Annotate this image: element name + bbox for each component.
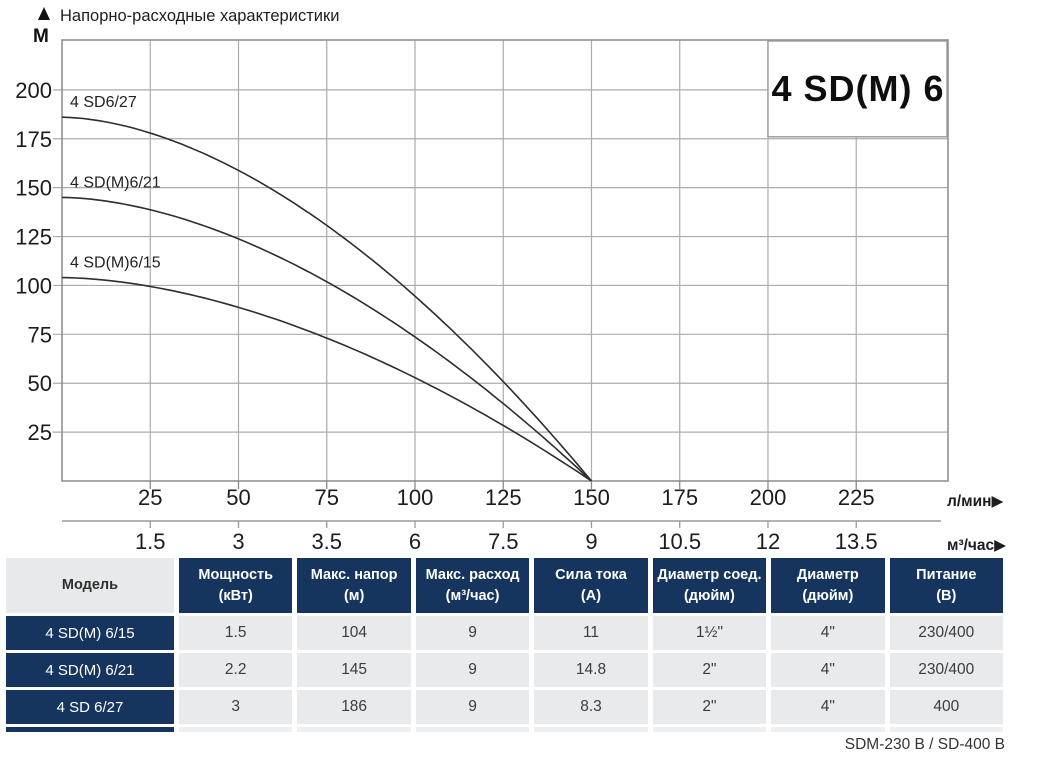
spec-cell: 9 bbox=[415, 653, 530, 687]
curve-4-sdm6-15 bbox=[61, 276, 592, 482]
column-header-label: Макс. напор bbox=[310, 567, 398, 584]
spec-cell: 9 bbox=[415, 616, 530, 650]
spec-cell: 14.8 bbox=[534, 653, 648, 687]
column-header-power: Мощность (кВт) bbox=[179, 558, 293, 613]
column-header-label: Сила тока bbox=[555, 567, 627, 584]
column-header-current: Сила тока (А) bbox=[534, 558, 648, 613]
spec-cell: 8.3 bbox=[534, 690, 648, 724]
x-axis2-tick-label: 3 bbox=[232, 529, 244, 554]
curve-4-sd6-27 bbox=[61, 116, 593, 482]
x-axis-tick-label: 200 bbox=[750, 485, 787, 510]
x-axis2-tick-label: 12 bbox=[756, 529, 780, 554]
column-header-diameter: Диаметр (дюйм) bbox=[771, 558, 885, 613]
table-row-partial-cell bbox=[534, 727, 648, 732]
column-header-unit: (м) bbox=[343, 587, 365, 604]
head-flow-chart: 200 175 150 125 100 75 50 25 4 SD(M) 6 4 SD6/27 4 … bbox=[15, 7, 1006, 554]
triangle-up-icon bbox=[38, 7, 50, 20]
x-axis2-tick-label: 3.5 bbox=[311, 529, 342, 554]
column-header-label: Макс. расход bbox=[425, 567, 520, 584]
spec-cell: 4" bbox=[771, 653, 885, 687]
column-header-unit: (В) bbox=[936, 587, 957, 604]
column-header-max-head: Макс. напор (м) bbox=[297, 558, 411, 613]
curve-4-sdm6-21 bbox=[61, 196, 593, 482]
column-header-label: Модель bbox=[61, 577, 119, 594]
x-axis-tick-label: 150 bbox=[573, 485, 610, 510]
spec-cell: 1½" bbox=[652, 616, 767, 650]
model-label-box bbox=[767, 40, 948, 138]
column-header-unit: (дюйм) bbox=[683, 587, 735, 604]
x-axis-unit-label: л/мин▶ bbox=[947, 493, 1004, 510]
y-axis-tick-label: 25 bbox=[28, 420, 52, 445]
column-header-max-flow: Макс. расход (м³/час) bbox=[415, 558, 530, 613]
voltage-note: SDM-230 В / SD-400 В bbox=[844, 736, 1005, 753]
x-axis2-unit-label: м³/час▶ bbox=[947, 537, 1006, 554]
x-axis2-tick-label: 7.5 bbox=[488, 529, 519, 554]
spec-cell: 186 bbox=[297, 690, 411, 724]
spec-cell: 2" bbox=[652, 690, 767, 724]
y-axis-tick-label: 50 bbox=[28, 371, 52, 396]
spec-cell: 2" bbox=[652, 653, 767, 687]
x-axis-tick-label: 175 bbox=[661, 485, 698, 510]
table-row-partial-cell bbox=[771, 727, 885, 732]
spec-cell: 4" bbox=[771, 616, 885, 650]
x-axis2-tick-label: 9 bbox=[585, 529, 597, 554]
model-cell: 4 SD(M) 6/15 bbox=[6, 616, 174, 650]
model-cell: 4 SD 6/27 bbox=[6, 690, 174, 724]
y-axis-tick-label: 75 bbox=[28, 322, 52, 347]
spec-cell: 145 bbox=[297, 653, 411, 687]
model-family-label: 4 SD(M) 6 bbox=[771, 68, 944, 109]
column-header-unit: (А) bbox=[580, 587, 602, 604]
plot-border bbox=[61, 39, 949, 482]
spec-cell: 230/400 bbox=[889, 653, 1003, 687]
spec-cell: 104 bbox=[297, 616, 411, 650]
specs-table: Модель Мощность (кВт) Макс. напор (м) Ма… bbox=[6, 558, 1003, 732]
column-header-model: Модель bbox=[6, 558, 174, 613]
table-row-partial-cell bbox=[889, 727, 1003, 732]
x-axis2-tick-label: 1.5 bbox=[135, 529, 166, 554]
spec-cell: 11 bbox=[534, 616, 648, 650]
column-header-label: Диаметр bbox=[796, 567, 859, 584]
column-header-label: Диаметр соед. bbox=[657, 567, 762, 584]
spec-cell: 2.2 bbox=[179, 653, 293, 687]
x-axis-tick-label: 100 bbox=[397, 485, 434, 510]
chart-title: Напорно-расходные характеристики bbox=[60, 7, 339, 25]
table-row-partial-cell bbox=[652, 727, 767, 732]
y-axis-tick-label: 175 bbox=[15, 127, 52, 152]
column-header-label: Мощность bbox=[198, 567, 274, 584]
column-header-supply: Питание (В) bbox=[889, 558, 1003, 613]
spec-cell: 230/400 bbox=[889, 616, 1003, 650]
y-axis-tick-label: 150 bbox=[15, 176, 52, 201]
model-cell: 4 SD(M) 6/21 bbox=[6, 653, 174, 687]
spec-cell: 400 bbox=[889, 690, 1003, 724]
x-axis2-tick-label: 13.5 bbox=[835, 529, 878, 554]
column-header-unit: (дюйм) bbox=[802, 587, 854, 604]
x-axis-tick-label: 225 bbox=[838, 485, 875, 510]
column-header-label: Питание bbox=[916, 567, 977, 584]
y-axis-unit-label: М bbox=[33, 26, 49, 47]
y-axis-tick-label: 125 bbox=[15, 225, 52, 250]
spec-cell: 4" bbox=[771, 690, 885, 724]
column-header-conn-diameter: Диаметр соед. (дюйм) bbox=[652, 558, 767, 613]
curve-label-4-sdm6-21: 4 SD(M)6/21 bbox=[70, 174, 161, 191]
x-axis-tick-label: 25 bbox=[138, 485, 162, 510]
table-row-partial-model-cell bbox=[6, 727, 174, 732]
x-axis2-tick-label: 6 bbox=[409, 529, 421, 554]
table-row-partial-cell bbox=[415, 727, 530, 732]
x-axis-tick-label: 75 bbox=[314, 485, 338, 510]
spec-cell: 1.5 bbox=[179, 616, 293, 650]
x-axis-tick-label: 125 bbox=[485, 485, 522, 510]
table-row-partial-cell bbox=[179, 727, 293, 732]
spec-cell: 9 bbox=[415, 690, 530, 724]
column-header-unit: (м³/час) bbox=[445, 587, 500, 604]
curve-label-4-sdm6-15: 4 SD(M)6/15 bbox=[70, 255, 161, 272]
x-axis-tick-label: 50 bbox=[226, 485, 250, 510]
y-axis-tick-label: 100 bbox=[15, 273, 52, 298]
y-axis-tick-label: 200 bbox=[15, 78, 52, 103]
spec-cell: 3 bbox=[179, 690, 293, 724]
x-axis2-tick-label: 10.5 bbox=[658, 529, 701, 554]
table-row-partial-cell bbox=[297, 727, 411, 732]
curve-label-4-sd6-27: 4 SD6/27 bbox=[70, 94, 137, 111]
column-header-unit: (кВт) bbox=[218, 587, 253, 604]
